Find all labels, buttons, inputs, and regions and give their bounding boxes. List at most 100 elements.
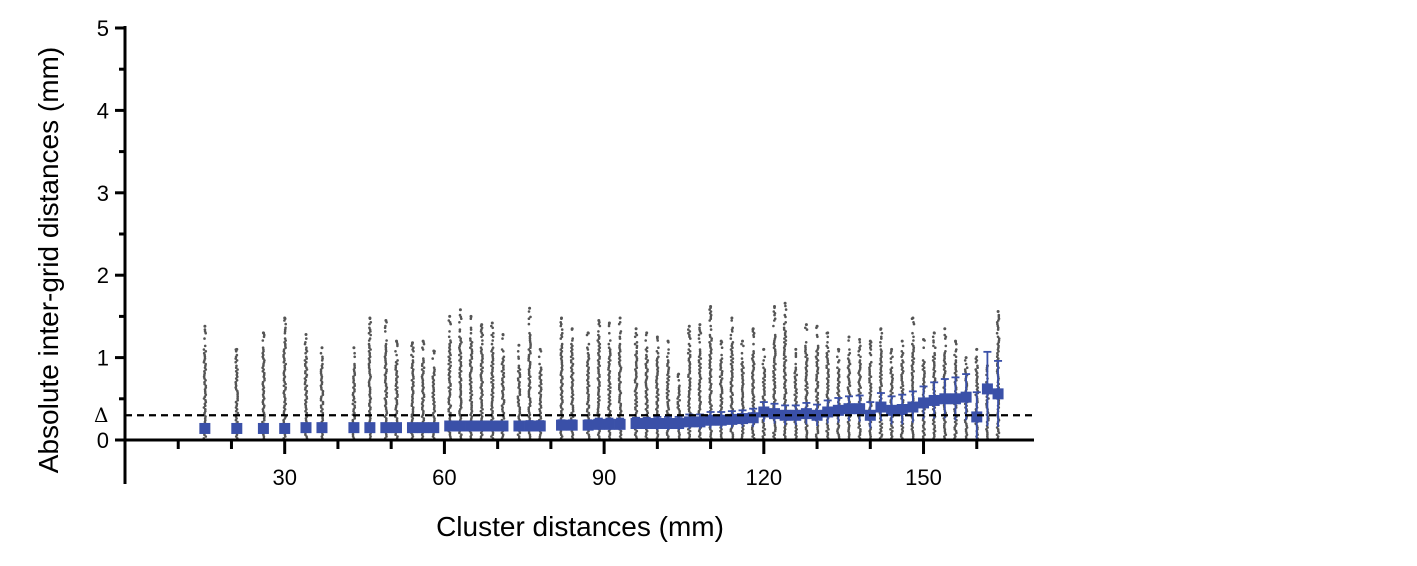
mean-marker (705, 414, 717, 426)
mean-marker (348, 422, 360, 434)
raw-point (305, 373, 309, 377)
raw-point (607, 360, 610, 364)
raw-point (491, 366, 495, 370)
raw-point (204, 435, 208, 438)
raw-point (635, 382, 639, 386)
raw-point (412, 346, 415, 350)
raw-point (448, 314, 452, 318)
raw-point (384, 324, 387, 328)
raw-point (698, 323, 702, 327)
raw-point (932, 431, 936, 435)
raw-point (587, 393, 590, 397)
raw-point (655, 335, 659, 339)
raw-point (528, 350, 532, 353)
raw-point (687, 348, 691, 351)
raw-point (847, 335, 851, 339)
raw-point (635, 409, 639, 413)
x-tick-label: 120 (745, 465, 782, 490)
raw-point (761, 380, 765, 384)
raw-point (635, 429, 639, 433)
raw-point (607, 346, 611, 350)
raw-point (481, 366, 485, 370)
raw-point (782, 351, 786, 355)
raw-point (763, 375, 767, 379)
raw-point (449, 404, 453, 408)
raw-point (816, 351, 820, 355)
raw-point (784, 355, 787, 359)
raw-point (458, 328, 462, 331)
raw-point (666, 355, 669, 359)
raw-point (730, 391, 734, 395)
raw-point (954, 355, 958, 359)
raw-point (687, 324, 691, 328)
raw-point (586, 331, 590, 335)
raw-point (469, 391, 472, 395)
mean-marker (981, 383, 993, 395)
raw-point (458, 366, 462, 370)
raw-point (587, 433, 591, 437)
mean-marker (673, 418, 685, 430)
raw-point (459, 360, 463, 364)
raw-point (943, 333, 946, 337)
raw-point (395, 370, 399, 373)
raw-point (303, 359, 307, 362)
raw-point (729, 348, 733, 351)
raw-point (804, 366, 808, 370)
raw-point (470, 366, 474, 370)
raw-point (709, 317, 713, 321)
raw-point (283, 316, 287, 320)
raw-point (688, 435, 691, 438)
raw-point (490, 324, 493, 328)
raw-point (204, 399, 207, 402)
raw-point (794, 366, 798, 370)
x-tick-label: 30 (272, 465, 296, 490)
raw-point (261, 346, 265, 350)
raw-point (282, 418, 285, 422)
mean-marker (918, 397, 930, 409)
raw-point (677, 372, 681, 376)
raw-point (422, 370, 425, 373)
mean-marker (534, 420, 546, 432)
raw-point (319, 351, 323, 355)
raw-point (665, 380, 669, 384)
raw-point (596, 339, 599, 342)
raw-point (688, 429, 692, 433)
raw-point (432, 349, 436, 353)
raw-point (635, 391, 638, 395)
raw-point (447, 335, 451, 339)
raw-point (501, 395, 505, 399)
raw-point (383, 397, 387, 400)
raw-point (412, 380, 415, 384)
raw-point (284, 386, 288, 389)
raw-point (719, 339, 723, 343)
raw-point (431, 357, 435, 360)
raw-point (516, 377, 520, 380)
raw-point (731, 360, 734, 364)
raw-point (421, 362, 424, 366)
raw-point (868, 339, 872, 343)
raw-point (986, 433, 989, 437)
raw-point (740, 357, 744, 360)
raw-point (793, 393, 796, 397)
raw-point (527, 409, 531, 413)
raw-point (666, 377, 669, 380)
raw-point (529, 315, 532, 319)
mean-marker (928, 394, 940, 406)
raw-point (560, 409, 563, 413)
raw-point (783, 395, 787, 399)
raw-point (459, 337, 463, 340)
raw-point (868, 377, 871, 380)
raw-point (412, 368, 415, 371)
raw-point (304, 386, 307, 389)
raw-point (933, 424, 936, 428)
raw-point (825, 366, 828, 370)
raw-point (901, 388, 905, 391)
raw-point (500, 370, 504, 373)
raw-point (470, 393, 474, 397)
raw-point (527, 431, 531, 435)
raw-point (667, 351, 670, 355)
x-tick-label: 60 (432, 465, 456, 490)
raw-point (879, 341, 882, 344)
raw-point (931, 355, 935, 359)
raw-point (384, 319, 388, 322)
